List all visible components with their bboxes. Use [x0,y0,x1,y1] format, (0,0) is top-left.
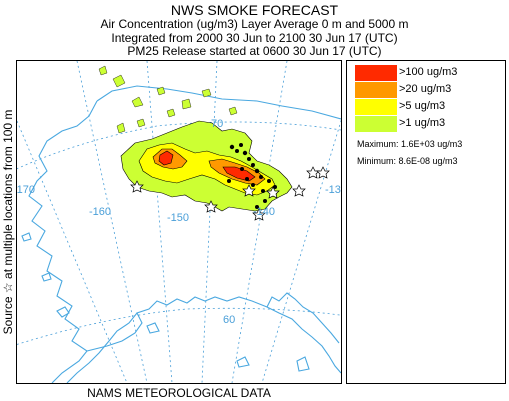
island [146,322,160,334]
legend: >100 ug/m3 >20 ug/m3 >5 ug/m3 >1 ug/m3 M… [346,60,506,384]
parallel-70 [17,121,341,170]
island [21,232,32,242]
legend-swatch-gt100 [355,65,397,81]
grid-label-lat-60: 60 [223,314,235,326]
meridian-140 [201,61,218,383]
smoke-plume [98,65,330,221]
contour-gt100 [158,150,174,166]
legend-label-gt1: >1 ug/m3 [399,117,446,129]
concentration-subtitle: Air Concentration (ug/m3) Layer Average … [100,17,409,31]
grid-label-lon-130: -130 [325,184,341,196]
graticule [17,61,341,383]
source-stars [130,166,330,221]
scattered-patches [98,65,238,134]
grid-label-lon-140: -140 [253,206,275,218]
meridian-130 [231,61,288,383]
source-label-text: Source ☆ at multiple locations from 100 … [1,109,15,335]
meridian-170 [17,120,128,383]
grid-label-lon-160: -160 [89,206,111,218]
island [56,306,70,318]
panhandle-coast [266,292,340,344]
west-coast [28,100,98,383]
peninsula-coast [66,312,138,383]
release-info: PM25 Release started at 0600 30 Jun 17 (… [127,44,382,58]
forecast-title: NWS SMOKE FORECAST [170,2,339,18]
island [236,356,250,368]
minimum-value: Minimum: 8.6E-08 ug/m3 [357,156,458,166]
grid-label-lon-150: -150 [167,212,189,224]
legend-label-gt20: >20 ug/m3 [399,83,452,95]
source-side-label: Source ☆ at multiple locations from 100 … [0,60,16,384]
legend-label-gt100: >100 ug/m3 [399,66,458,78]
smoke-map: -170 -160 -150 -140 -130 70 60 [16,60,342,384]
parallel-60 [17,307,341,345]
meridian-120 [261,119,341,383]
integration-period: Integrated from 2000 30 Jun to 2100 30 J… [111,31,398,45]
grid-label-lat-70: 70 [211,118,223,130]
meridian-160 [76,61,148,383]
meteorological-data-label: NAMS METEOROLOGICAL DATA [87,386,271,400]
island [296,356,310,372]
maximum-value: Maximum: 1.6E+03 ug/m3 [357,139,463,149]
legend-swatch-gt20 [355,82,397,98]
legend-swatch-gt5 [355,99,397,115]
south-coast [86,296,341,374]
map-canvas: -170 -160 -150 -140 -130 70 60 [17,61,341,383]
meridian-150 [146,61,173,383]
island [41,272,52,282]
legend-swatch-gt1 [355,116,397,132]
grid-label-lon-170: -170 [17,184,35,196]
legend-label-gt5: >5 ug/m3 [399,100,446,112]
